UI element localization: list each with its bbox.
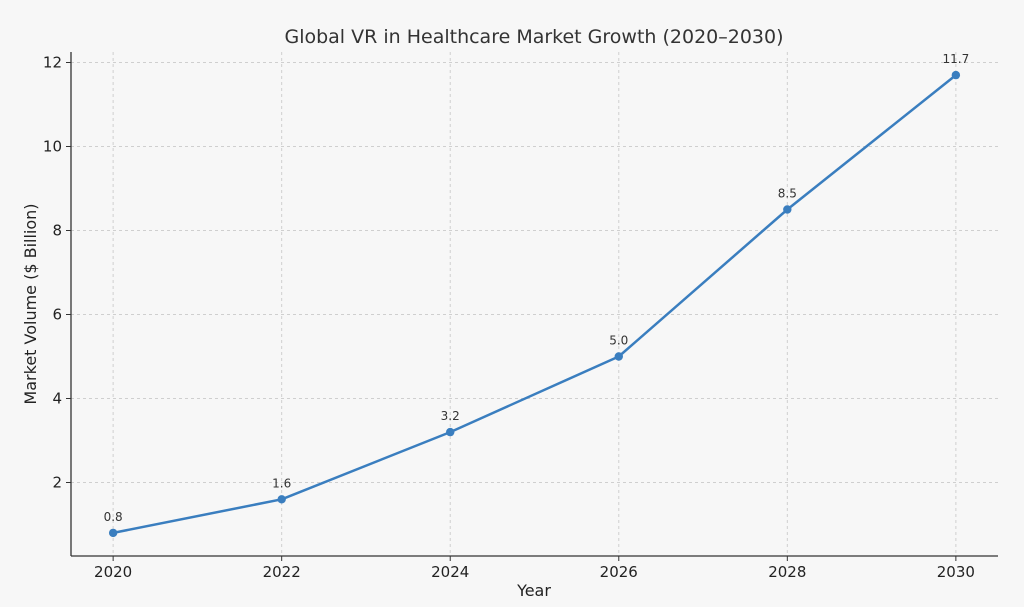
data-point [277,495,286,504]
x-axis-label: Year [516,581,551,600]
series-line [112,74,957,535]
x-tick-label: 2020 [94,563,132,581]
data-label: 1.6 [272,476,291,490]
series-group [108,70,961,538]
x-tick-label: 2028 [768,563,806,581]
x-ticks: 2020 2022 2024 2026 2028 2030 [94,556,975,581]
data-label: 0.8 [104,510,123,524]
grid [71,52,998,556]
y-tick-label: 6 [52,306,62,324]
x-tick-label: 2030 [937,563,975,581]
data-labels: 0.8 1.6 3.2 5.0 8.5 11.7 [104,52,970,524]
x-tick-label: 2024 [431,563,469,581]
axes [70,52,998,557]
data-point [446,427,455,437]
chart-title: Global VR in Healthcare Market Growth (2… [284,26,783,48]
x-tick-label: 2022 [263,563,301,581]
x-tick-label: 2026 [600,563,638,581]
data-point [108,528,118,538]
data-point [783,205,792,214]
y-tick-label: 2 [52,474,62,492]
data-point [951,70,961,80]
y-tick-label: 12 [43,54,62,72]
data-label: 3.2 [441,409,460,423]
y-tick-label: 4 [52,390,62,408]
data-label: 11.7 [943,52,970,66]
y-tick-label: 10 [43,138,62,156]
data-label: 5.0 [609,334,628,348]
y-ticks: 2 4 6 8 10 12 [43,54,71,492]
data-point [614,352,623,361]
y-axis-label: Market Volume ($ Billion) [21,203,40,404]
data-label: 8.5 [778,187,797,201]
y-tick-label: 8 [52,222,62,240]
